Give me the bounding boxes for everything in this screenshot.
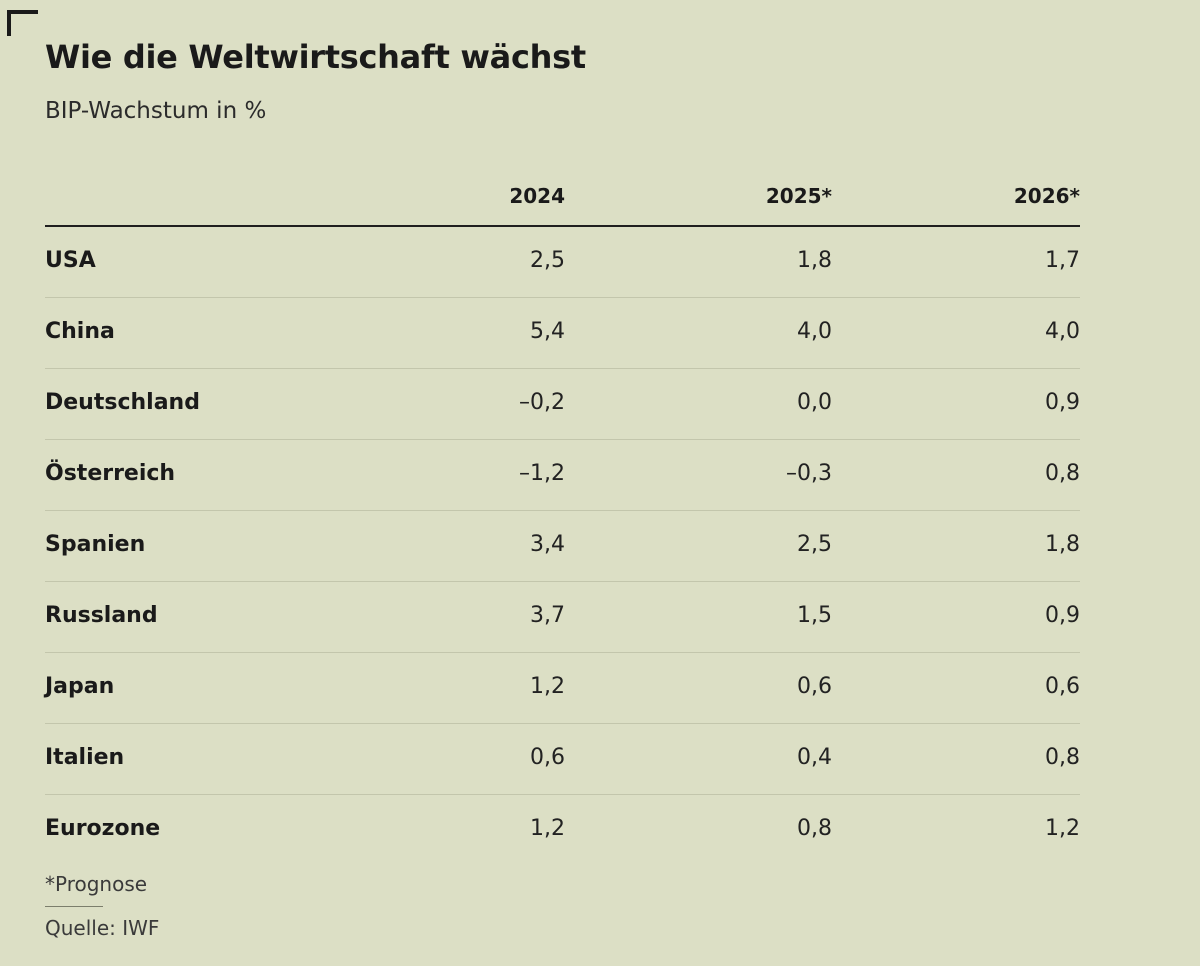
table-row: Spanien 3,4 2,5 1,8 [45,511,1080,582]
value-2026: 0,6 [1045,674,1080,699]
value-2024: 1,2 [530,816,565,841]
table-row: USA 2,5 1,8 1,7 [45,227,1080,298]
value-2026: 4,0 [1045,319,1080,344]
country-label: Eurozone [45,816,161,841]
value-2025: 2,5 [797,532,832,557]
data-table: 2024 2025* 2026* USA 2,5 1,8 1,7 China 5,4 4,0… [45,170,1080,865]
value-2025: 0,8 [797,816,832,841]
corner-mark-icon [7,10,38,38]
country-label: Spanien [45,532,146,557]
value-2025: –0,3 [786,461,832,486]
chart-subtitle: BIP-Wachstum in % [45,98,267,124]
value-2026: 0,9 [1045,603,1080,628]
value-2025: 0,4 [797,745,832,770]
value-2024: 3,4 [530,532,565,557]
footnote-divider [45,906,103,907]
value-2026: 1,8 [1045,532,1080,557]
value-2026: 0,8 [1045,461,1080,486]
country-label: USA [45,248,96,273]
value-2026: 1,7 [1045,248,1080,273]
country-label: Deutschland [45,390,200,415]
table-row: Russland 3,7 1,5 0,9 [45,582,1080,653]
footnote: *Prognose [45,872,148,896]
value-2024: 0,6 [530,745,565,770]
value-2024: 3,7 [530,603,565,628]
table-row: Deutschland –0,2 0,0 0,9 [45,369,1080,440]
value-2025: 0,0 [797,390,832,415]
source-note: Quelle: IWF [45,916,160,940]
table-row: Österreich –1,2 –0,3 0,8 [45,440,1080,511]
table-header-row: 2024 2025* 2026* [45,170,1080,227]
column-header-2024: 2024 [509,184,565,208]
chart-title: Wie die Weltwirtschaft wächst [45,38,586,76]
column-header-2025: 2025* [765,184,832,208]
value-2026: 0,9 [1045,390,1080,415]
column-header-2026: 2026* [1013,184,1080,208]
value-2026: 1,2 [1045,816,1080,841]
value-2024: 1,2 [530,674,565,699]
country-label: Österreich [45,461,176,486]
value-2025: 1,5 [797,603,832,628]
table-row: Italien 0,6 0,4 0,8 [45,724,1080,795]
value-2025: 1,8 [797,248,832,273]
value-2025: 0,6 [797,674,832,699]
table-row: China 5,4 4,0 4,0 [45,298,1080,369]
table-row: Japan 1,2 0,6 0,6 [45,653,1080,724]
value-2024: –0,2 [519,390,565,415]
table-row: Eurozone 1,2 0,8 1,2 [45,795,1080,865]
table-body: USA 2,5 1,8 1,7 China 5,4 4,0 4,0 Deutschland –0,… [45,227,1080,865]
country-label: China [45,319,115,344]
value-2024: –1,2 [519,461,565,486]
country-label: Russland [45,603,158,628]
value-2024: 5,4 [530,319,565,344]
value-2026: 0,8 [1045,745,1080,770]
value-2024: 2,5 [530,248,565,273]
value-2025: 4,0 [797,319,832,344]
country-label: Italien [45,745,125,770]
country-label: Japan [45,674,115,699]
